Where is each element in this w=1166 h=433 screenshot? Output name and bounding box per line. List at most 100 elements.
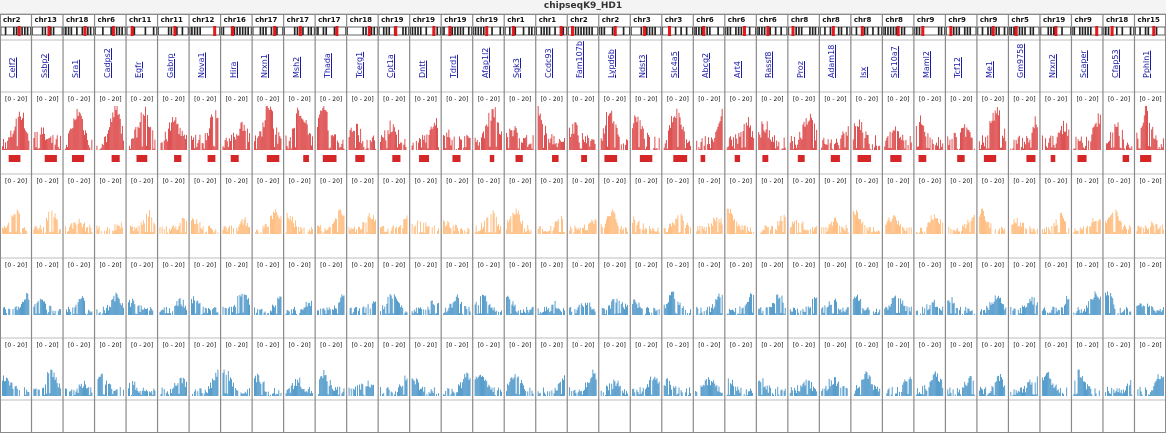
gene-label-link[interactable]: Tcf12 <box>953 57 963 78</box>
track4-bar <box>602 392 604 396</box>
track3-bar <box>489 303 491 315</box>
track4-bar <box>199 388 201 396</box>
gene-label-link[interactable]: Proz <box>795 61 805 78</box>
gene-label-link[interactable]: Cfap53 <box>1110 49 1120 78</box>
gene-label-link[interactable]: Nova1 <box>197 52 207 78</box>
track3-bar <box>923 313 925 315</box>
track4-bar <box>517 376 519 396</box>
track2-bar <box>608 216 609 234</box>
track1-bar <box>186 134 187 150</box>
track1-bar <box>483 131 484 150</box>
track3-bar <box>111 299 113 315</box>
gene-label-link[interactable]: Thada <box>323 53 333 78</box>
gene-label-link[interactable]: Pphln1 <box>1142 50 1152 78</box>
gene-label-link[interactable]: Celf2 <box>8 57 17 78</box>
track4-bar <box>176 385 178 396</box>
track3-bar <box>529 309 531 315</box>
track3-bar <box>797 308 799 315</box>
gene-label-link[interactable]: Rassf8 <box>764 51 774 78</box>
track2-signal <box>885 215 912 234</box>
track4-bar <box>938 380 939 396</box>
gene-label-link[interactable]: Fam107b <box>575 41 585 78</box>
track4-bar <box>330 385 332 396</box>
track-scale-label: [0 - 20] <box>5 342 28 349</box>
gene-label-link[interactable]: Maml2 <box>921 51 931 78</box>
track1-bar <box>575 122 577 150</box>
gene-label-link[interactable]: Msh2 <box>291 56 301 78</box>
track2-bar <box>988 221 990 234</box>
gene-label-link[interactable]: Hira <box>228 61 238 78</box>
track1-bar <box>823 137 825 150</box>
track2-bar <box>424 232 426 234</box>
track2-bar <box>1137 225 1139 234</box>
track4-bar <box>999 380 1000 396</box>
track4-bar <box>761 394 763 396</box>
gene-label-link[interactable]: Ssbp2 <box>39 53 49 79</box>
gene-label-link[interactable]: Afap1l2 <box>480 47 490 78</box>
gene-label-link[interactable]: Sgk3 <box>512 58 522 78</box>
track4-bar <box>362 384 364 396</box>
gene-label-link[interactable]: Scaper <box>1079 50 1089 78</box>
gene-label-link[interactable]: Gm9758 <box>1016 43 1026 78</box>
track2-bar <box>826 231 828 234</box>
track1-bar <box>1031 132 1033 150</box>
track2-signal <box>33 210 61 234</box>
gene-label-link[interactable]: Dntt <box>417 60 427 78</box>
gene-label-link[interactable]: Art4 <box>732 61 742 78</box>
track1-signal <box>821 126 849 150</box>
track1-bar <box>815 140 817 150</box>
track3-bar <box>1086 305 1087 315</box>
track2-bar <box>1152 222 1154 234</box>
gene-label-link[interactable]: Nrxn1 <box>260 54 270 78</box>
gene-label-link[interactable]: Nrxn2 <box>1047 54 1057 78</box>
track2-bar <box>1033 228 1035 234</box>
track2-bar <box>668 228 669 234</box>
track1-bar <box>910 142 912 150</box>
track1-bar <box>350 127 352 150</box>
track2-bar <box>1003 230 1005 234</box>
gene-label-link[interactable]: Lypd6b <box>606 49 616 78</box>
track4-bar <box>88 387 90 396</box>
track2-bar <box>1045 232 1046 234</box>
track1-bar <box>831 148 833 150</box>
gene-label-link[interactable]: Gabrp <box>165 53 175 78</box>
peak-call-block <box>392 155 401 162</box>
gene-label-link[interactable]: Tcerg1 <box>354 51 364 78</box>
track4-bar <box>212 378 214 396</box>
track3-bar <box>583 306 584 315</box>
gene-label-link[interactable]: Tdrd1 <box>449 54 459 78</box>
track3-bar <box>242 312 244 315</box>
track3-bar <box>807 306 809 315</box>
track3-bar <box>877 313 879 315</box>
track4-bar <box>863 379 865 396</box>
track1-bar <box>244 130 246 150</box>
gene-label-link[interactable]: Cpt1a <box>386 54 396 78</box>
gene-label-link[interactable]: Me1 <box>984 61 994 78</box>
gene-label-link[interactable]: Abcg2 <box>701 52 711 78</box>
track4-bar <box>716 384 718 396</box>
track2-bar <box>972 216 974 234</box>
chromosome-label: chr18 <box>66 16 89 24</box>
track2-bar <box>815 226 817 234</box>
gene-label-link[interactable]: Ccdc93 <box>543 48 553 78</box>
gene-label-link[interactable]: Ndst3 <box>638 54 648 78</box>
track2-bar <box>569 230 571 234</box>
gene-label-link[interactable]: Adam18 <box>827 44 837 78</box>
gene-label-link[interactable]: Slc10a7 <box>890 46 900 78</box>
track2-bar <box>1064 220 1065 234</box>
track3-bar <box>675 312 677 315</box>
track4-bar <box>423 391 425 396</box>
track2-bar <box>399 226 401 234</box>
peak-call-block <box>983 155 997 162</box>
gene-label-link[interactable]: Egfr <box>134 61 144 78</box>
gene-label-link[interactable]: Slc4a5 <box>669 51 679 78</box>
track2-bar <box>856 210 857 234</box>
track2-bar <box>351 228 353 234</box>
track2-bar <box>481 222 482 234</box>
gene-label-link[interactable]: Isx <box>858 66 868 78</box>
gene-label-link[interactable]: Sra1 <box>71 59 81 78</box>
track4-bar <box>922 386 924 396</box>
gene-label-link[interactable]: Cadps2 <box>102 48 112 78</box>
track1-bar <box>879 145 881 150</box>
track3-bar <box>394 296 396 315</box>
